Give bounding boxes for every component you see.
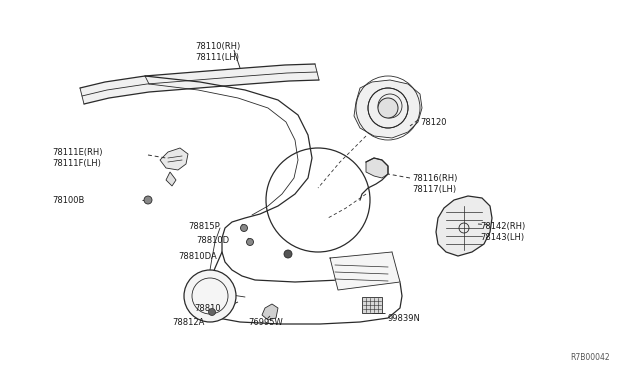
Polygon shape (80, 64, 319, 104)
Text: 78810: 78810 (194, 304, 221, 313)
Polygon shape (436, 196, 492, 256)
Polygon shape (262, 304, 278, 320)
Bar (370, 262, 380, 270)
Text: 78810DA: 78810DA (178, 252, 217, 261)
Polygon shape (160, 148, 188, 170)
Text: 78110(RH)
78111(LH): 78110(RH) 78111(LH) (195, 42, 240, 62)
Text: 78100B: 78100B (52, 196, 84, 205)
Circle shape (246, 238, 253, 246)
Text: 99839N: 99839N (388, 314, 421, 323)
Circle shape (378, 98, 398, 118)
Polygon shape (166, 172, 176, 186)
Bar (362, 297, 382, 313)
Circle shape (184, 270, 236, 322)
Text: 78142(RH)
78143(LH): 78142(RH) 78143(LH) (480, 222, 525, 242)
Polygon shape (330, 252, 400, 290)
Circle shape (284, 250, 292, 258)
Bar (342, 262, 352, 270)
Circle shape (144, 196, 152, 204)
Text: 78111E(RH)
78111F(LH): 78111E(RH) 78111F(LH) (52, 148, 102, 168)
Text: 78116(RH)
78117(LH): 78116(RH) 78117(LH) (412, 174, 458, 194)
Circle shape (241, 224, 248, 231)
Text: 78120: 78120 (420, 118, 447, 127)
Text: 78812A: 78812A (172, 318, 204, 327)
Text: 78815P: 78815P (188, 222, 220, 231)
Polygon shape (366, 158, 388, 178)
Text: 76995W: 76995W (248, 318, 283, 327)
Text: 78810D: 78810D (196, 236, 229, 245)
Bar (356, 262, 366, 270)
Text: R7B00042: R7B00042 (570, 353, 610, 362)
Circle shape (209, 308, 216, 315)
Polygon shape (354, 80, 422, 138)
